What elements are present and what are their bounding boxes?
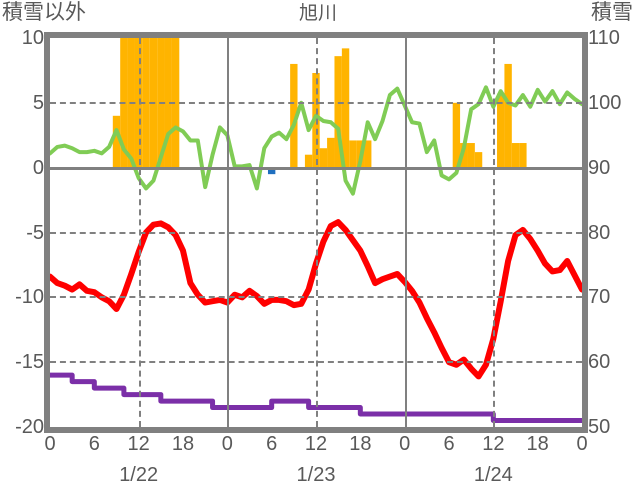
gridline-vertical-noon (493, 38, 496, 427)
left-tick-label: 10 (21, 27, 44, 49)
x-tick-label: 6 (266, 433, 278, 455)
plot-canvas (50, 38, 582, 427)
x-tick-label: 0 (399, 433, 411, 455)
x-tick-label: 12 (304, 433, 328, 455)
bar (304, 154, 313, 168)
plot-frame (44, 32, 588, 433)
gridline-vertical-noon (316, 38, 318, 427)
precipitation-bars (267, 167, 276, 175)
x-tick-label: 0 (44, 433, 56, 455)
left-tick-label: 5 (32, 91, 44, 114)
day-label: 1/24 (473, 464, 513, 486)
bar (319, 148, 328, 168)
right-tick-label: 70 (588, 286, 611, 309)
left-axis-title: 積雪以外 (2, 1, 86, 24)
bar (341, 48, 350, 168)
day-label: 1/23 (296, 464, 336, 486)
gridline-vertical-noon (138, 38, 141, 427)
left-tick-label: -15 (15, 351, 44, 374)
bar (497, 93, 505, 168)
bar (112, 115, 121, 168)
day-label: 1/22 (119, 464, 159, 486)
gridline-vertical-day (404, 38, 407, 427)
bar (267, 167, 276, 175)
x-tick-label: 12 (482, 433, 505, 455)
x-tick-label: 6 (443, 433, 455, 455)
page-title: 旭川 (298, 3, 337, 24)
bar (290, 63, 298, 168)
bar (504, 63, 512, 168)
gridline-vertical-day (227, 38, 230, 427)
x-tick-label: 18 (171, 433, 195, 455)
x-tick-label: 18 (526, 433, 549, 455)
bar (364, 140, 372, 168)
bar (460, 143, 468, 168)
right-tick-label: 60 (588, 351, 611, 374)
right-axis-title: 積雪 (591, 1, 633, 24)
bar (334, 56, 342, 168)
left-tick-label: -5 (26, 221, 44, 244)
x-tick-label: 6 (88, 433, 100, 455)
bar (519, 143, 527, 168)
plot-area (44, 32, 588, 433)
left-tick-label: 0 (32, 156, 44, 179)
bar (511, 143, 520, 168)
bar (327, 137, 335, 168)
bar (474, 152, 483, 168)
snow-depth-line (50, 372, 582, 424)
left-tick-label: -10 (15, 286, 44, 309)
bar (467, 143, 475, 168)
x-tick-label: 0 (576, 433, 588, 455)
right-tick-label: 80 (588, 221, 611, 244)
right-tick-label: 100 (588, 91, 622, 114)
x-tick-label: 0 (221, 433, 233, 455)
x-tick-label: 18 (349, 433, 372, 455)
right-tick-label: 50 (588, 416, 611, 438)
right-tick-label: 110 (588, 27, 620, 49)
left-tick-label: -20 (15, 416, 44, 438)
right-tick-label: 90 (588, 156, 611, 179)
bar (452, 102, 461, 168)
x-tick-label: 12 (127, 433, 150, 455)
bar (349, 140, 357, 168)
